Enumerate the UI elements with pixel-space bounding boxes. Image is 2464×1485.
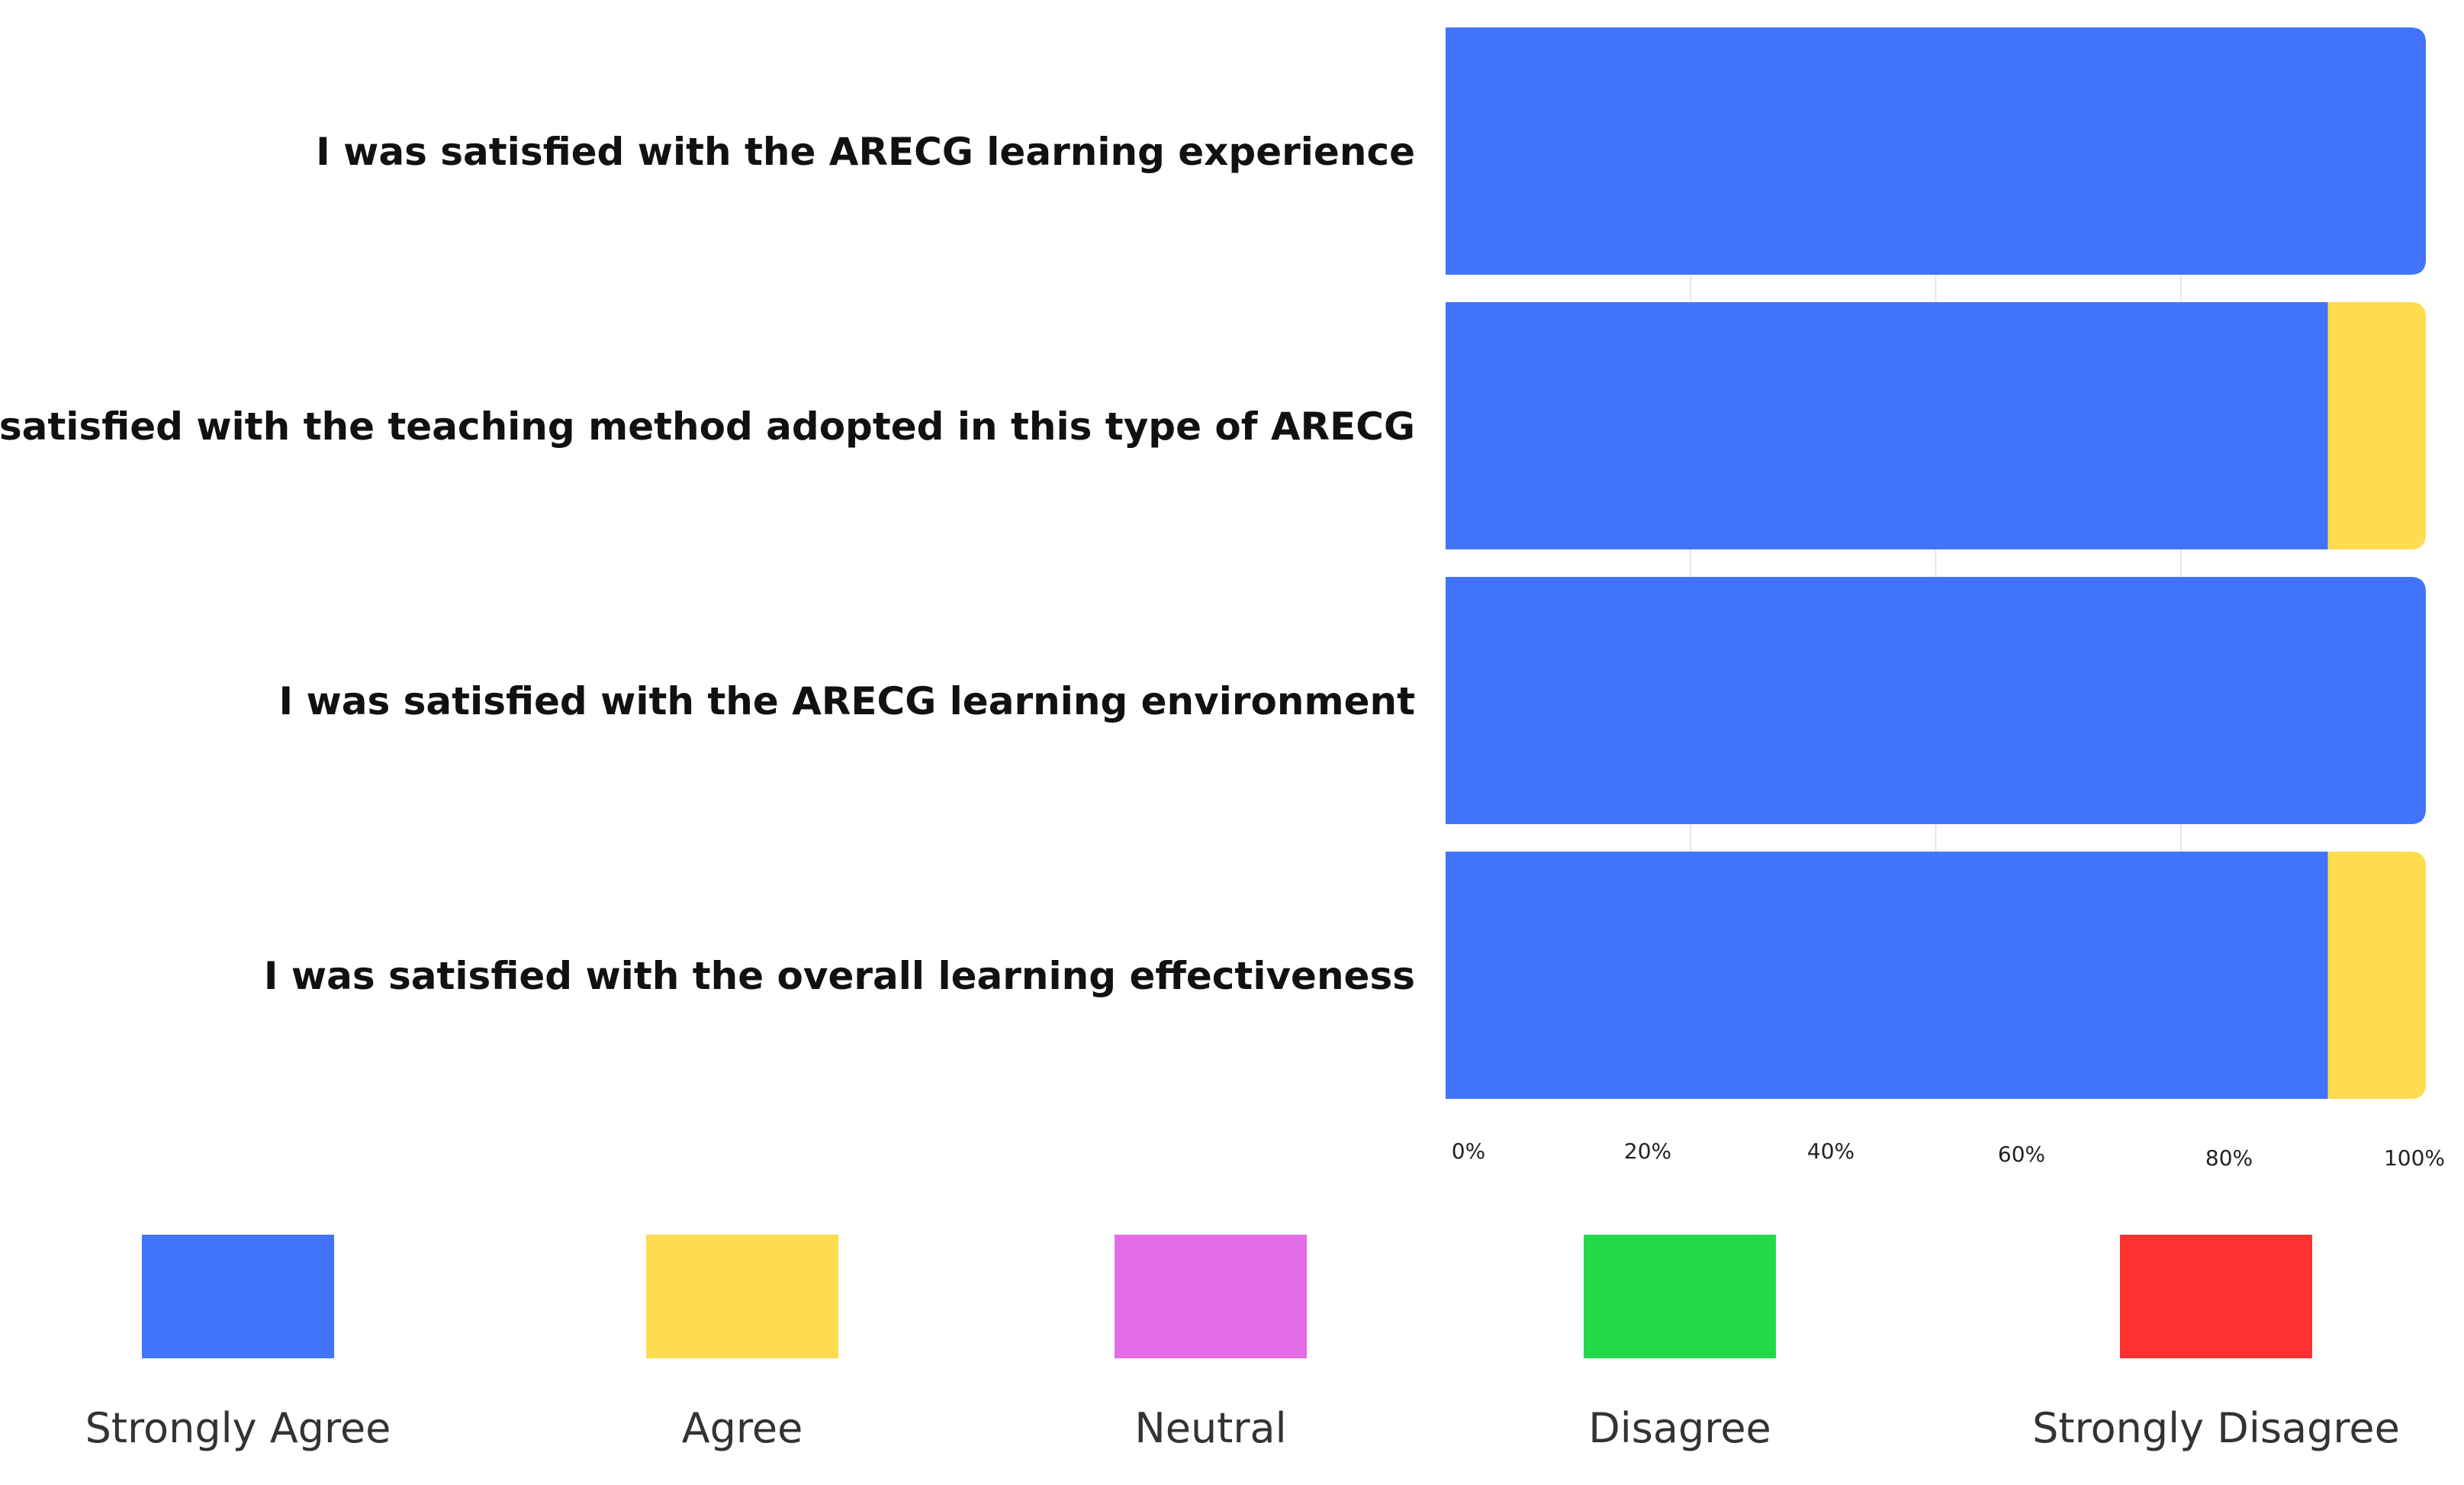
x-tick-label: 60% <box>1998 1142 2045 1167</box>
legend-swatch <box>1584 1235 1776 1358</box>
bars <box>1446 27 2426 1099</box>
legend: Strongly Agree Agree Neutral Disagree Strong… <box>85 1235 2400 1452</box>
bar-segment-strongly-agree <box>1446 852 2328 1099</box>
x-tick-label: 0% <box>1452 1139 1485 1164</box>
legend-label: Disagree <box>1588 1404 1771 1452</box>
bar-segment-strongly-agree <box>1446 577 2426 824</box>
legend-swatch <box>1115 1235 1307 1358</box>
legend-label: Neutral <box>1134 1404 1286 1452</box>
bar-segment-strongly-agree <box>1446 27 2426 275</box>
category-label: I was satisfied with the overall learnin… <box>264 954 1415 998</box>
x-tick-label: 20% <box>1624 1139 1671 1164</box>
legend-swatch <box>646 1235 838 1358</box>
bar-segment-agree <box>2327 852 2426 1099</box>
x-tick-label: 80% <box>2205 1145 2253 1171</box>
legend-label: Strongly Disagree <box>2032 1404 2400 1452</box>
bar-segment-strongly-agree <box>1446 302 2328 549</box>
x-axis-ticks: 0% 20% 40% 60% 80% 100% <box>1452 1139 2445 1171</box>
x-tick-label: 40% <box>1807 1139 1854 1164</box>
category-label: I was satisfied with the ARECG learning … <box>279 679 1415 723</box>
legend-swatch <box>2120 1235 2312 1358</box>
category-label: I was satisfied with the ARECG learning … <box>316 130 1415 174</box>
category-labels: I was satisfied with the ARECG learning … <box>0 130 1415 998</box>
legend-label: Agree <box>682 1404 803 1452</box>
x-tick-label: 100% <box>2384 1145 2445 1171</box>
legend-label: Strongly Agree <box>85 1404 391 1452</box>
legend-swatch <box>142 1235 334 1358</box>
bar-segment-agree <box>2327 302 2426 549</box>
category-label: I was satisfied with the teaching method… <box>0 404 1415 449</box>
